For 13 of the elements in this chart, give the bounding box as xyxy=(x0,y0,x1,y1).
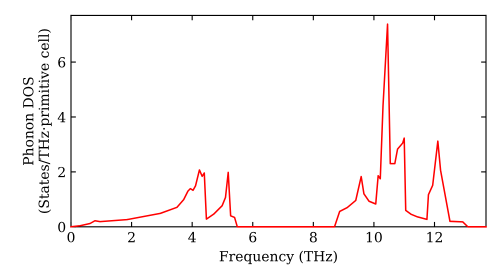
x-tick-label: 0 xyxy=(67,232,74,242)
x-tick-label: 2 xyxy=(128,232,135,242)
y-tick-label: 2 xyxy=(58,166,65,178)
y-tick-label: 6 xyxy=(58,57,66,68)
y-axis-title: Phonon DOS (States/THz·primitive cell) xyxy=(22,29,52,213)
y-tick-label: 4 xyxy=(58,112,66,122)
x-tick-label: 8 xyxy=(310,232,317,242)
x-tick-label: 4 xyxy=(188,232,196,242)
y-tick-label: 0 xyxy=(58,222,66,232)
x-axis-title: Frequency (THz) xyxy=(220,250,337,264)
x-tick-label: 10 xyxy=(366,232,382,242)
x-tick-label: 12 xyxy=(427,232,442,242)
x-tick-label: 6 xyxy=(249,232,256,242)
